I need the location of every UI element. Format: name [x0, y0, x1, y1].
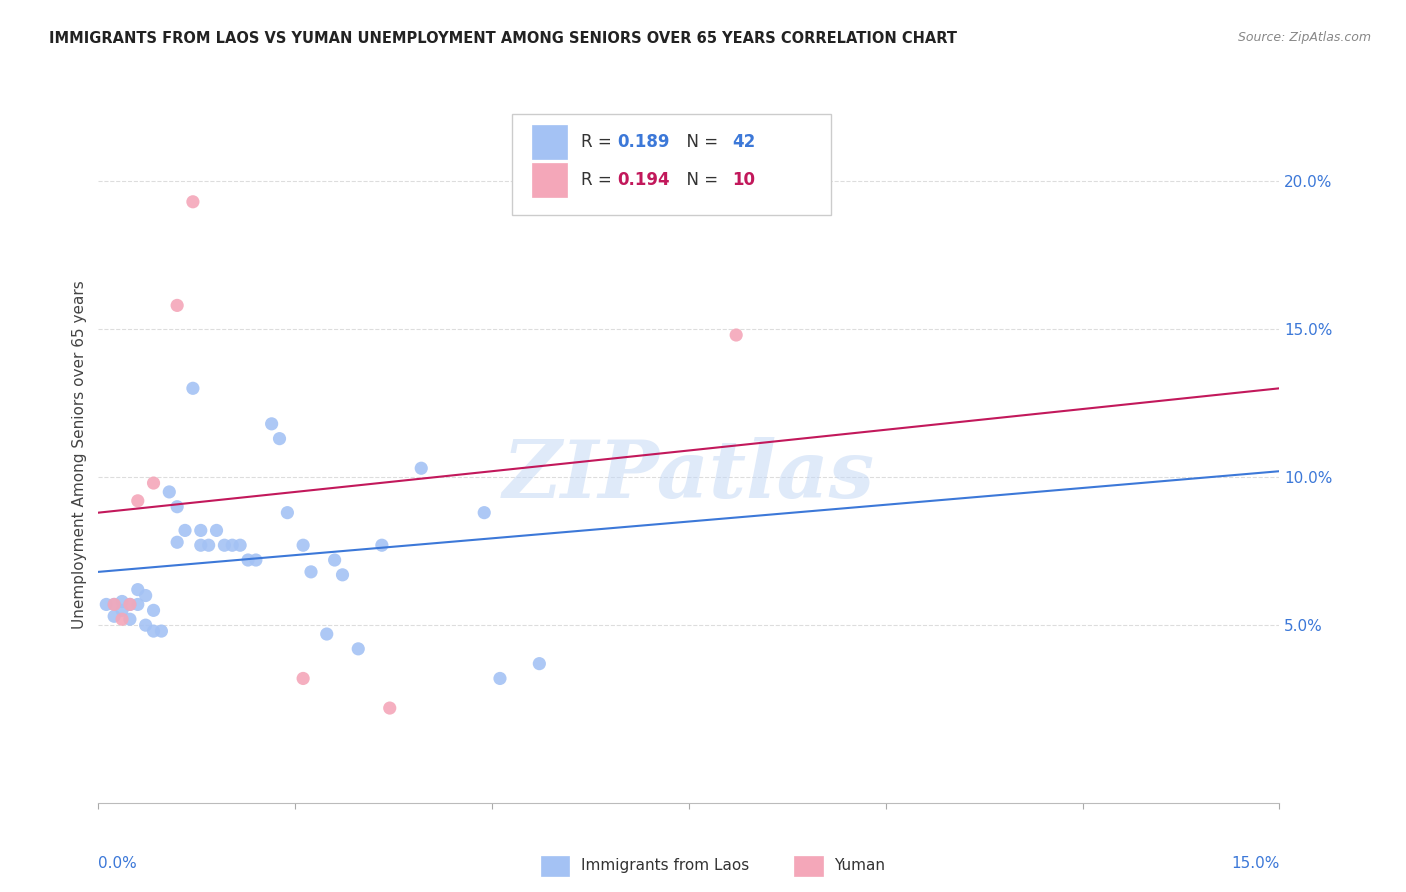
Point [166, 298, 188, 312]
Point [214, 538, 236, 552]
Point [103, 598, 125, 612]
Text: 0.0%: 0.0% [98, 856, 138, 871]
Text: Immigrants from Laos: Immigrants from Laos [581, 858, 749, 872]
Point [472, 506, 495, 520]
Point [205, 524, 228, 538]
Point [181, 381, 204, 395]
Text: N =: N = [676, 171, 723, 189]
Point [142, 476, 165, 491]
Text: 10: 10 [733, 171, 755, 189]
Point [292, 538, 315, 552]
Point [489, 672, 512, 686]
Text: 15.0%: 15.0% [1232, 856, 1279, 871]
Point [111, 594, 134, 608]
Text: N =: N = [676, 133, 723, 151]
Point [181, 194, 204, 209]
Y-axis label: Unemployment Among Seniors over 65 years: Unemployment Among Seniors over 65 years [72, 281, 87, 629]
Point [236, 553, 259, 567]
Point [111, 603, 134, 617]
Point [221, 538, 243, 552]
Point [332, 567, 354, 582]
Point [529, 657, 551, 671]
Point [118, 598, 141, 612]
Point [269, 432, 291, 446]
Text: Yuman: Yuman [834, 858, 884, 872]
Text: 0.189: 0.189 [617, 133, 669, 151]
Point [229, 538, 252, 552]
Point [378, 701, 401, 715]
Text: IMMIGRANTS FROM LAOS VS YUMAN UNEMPLOYMENT AMONG SENIORS OVER 65 YEARS CORRELATI: IMMIGRANTS FROM LAOS VS YUMAN UNEMPLOYME… [49, 31, 957, 46]
Point [174, 524, 197, 538]
Point [166, 500, 188, 514]
Point [127, 598, 149, 612]
Point [127, 582, 149, 597]
Text: R =: R = [582, 171, 617, 189]
Point [323, 553, 346, 567]
Text: R =: R = [582, 133, 617, 151]
Text: Source: ZipAtlas.com: Source: ZipAtlas.com [1237, 31, 1371, 45]
Point [142, 624, 165, 638]
Point [347, 641, 370, 656]
Point [96, 598, 118, 612]
FancyBboxPatch shape [531, 125, 567, 159]
Point [118, 598, 141, 612]
Point [299, 565, 322, 579]
Text: 0.194: 0.194 [617, 171, 669, 189]
Point [142, 603, 165, 617]
Point [411, 461, 433, 475]
Point [166, 535, 188, 549]
Point [371, 538, 394, 552]
Point [103, 598, 125, 612]
Point [127, 493, 149, 508]
FancyBboxPatch shape [531, 163, 567, 197]
Point [245, 553, 267, 567]
Text: ZIPatlas: ZIPatlas [503, 437, 875, 515]
Point [190, 524, 212, 538]
Point [135, 618, 157, 632]
Point [292, 672, 315, 686]
Point [725, 328, 748, 343]
Point [197, 538, 219, 552]
Point [315, 627, 337, 641]
Point [150, 624, 173, 638]
Point [135, 589, 157, 603]
Point [118, 612, 141, 626]
Point [260, 417, 283, 431]
Point [103, 609, 125, 624]
Text: 42: 42 [733, 133, 756, 151]
Point [190, 538, 212, 552]
FancyBboxPatch shape [512, 114, 831, 215]
Point [276, 506, 298, 520]
Point [111, 612, 134, 626]
Point [157, 484, 180, 499]
